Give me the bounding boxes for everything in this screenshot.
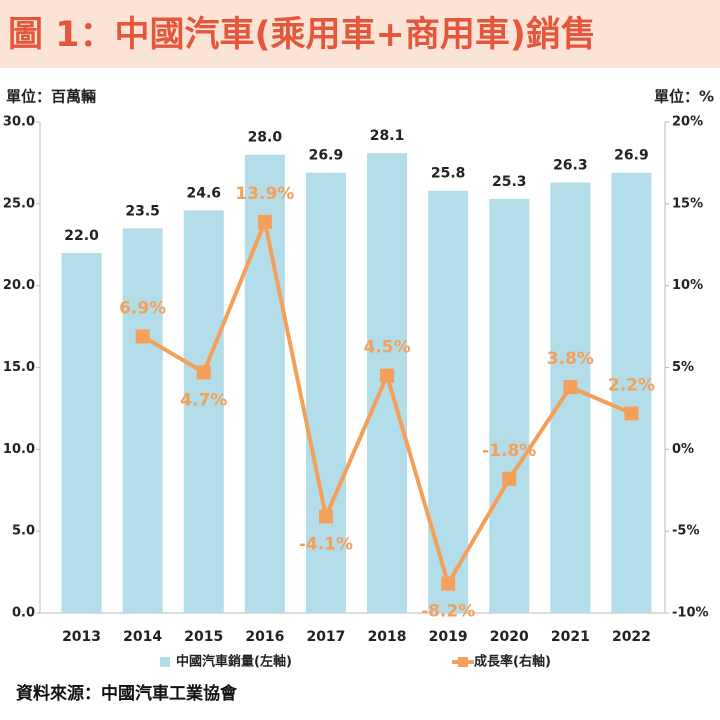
bar-value-label: 24.6	[186, 185, 221, 201]
bar	[367, 153, 408, 613]
source: 資料來源：中國汽車工業協會	[16, 683, 238, 704]
x-tick-label: 2022	[612, 629, 651, 645]
line-value-label: -1.8%	[482, 441, 536, 461]
chart-title: 圖 1：中國汽車(乘用車+商用車)銷售	[8, 15, 596, 55]
bar	[183, 210, 224, 613]
bar-value-label: 28.0	[248, 130, 283, 146]
legend-label: 成長率(右軸)	[474, 654, 551, 670]
x-tick-label: 2019	[429, 629, 468, 645]
bar-value-label: 28.1	[370, 128, 405, 144]
y-tick-label: 15.0	[3, 360, 35, 375]
line-marker	[624, 406, 639, 421]
bar-value-label: 26.3	[553, 158, 588, 174]
line-marker	[135, 329, 150, 344]
bar-value-label: 25.3	[492, 174, 527, 190]
title-banner	[0, 0, 720, 68]
bar-value-label: 25.8	[431, 166, 466, 182]
line-value-label: -4.1%	[299, 534, 353, 554]
bar-value-label: 23.5	[125, 203, 160, 219]
line-value-label: 6.9%	[119, 298, 166, 318]
y-tick-label: 25.0	[3, 196, 35, 211]
bar	[122, 228, 163, 613]
y2-unit: 單位：%	[654, 88, 714, 106]
y-tick-label: 20.0	[3, 278, 35, 293]
y2-tick-label: 20%	[672, 115, 703, 130]
line-value-label: 4.5%	[363, 338, 410, 358]
y2-tick-label: -10%	[672, 606, 709, 621]
y2-tick-label: 0%	[672, 442, 694, 457]
x-tick-label: 2014	[123, 629, 162, 645]
bar	[428, 190, 469, 614]
y2-tick-label: 10%	[672, 278, 703, 293]
line-marker	[257, 214, 272, 229]
line-marker	[196, 365, 211, 380]
x-tick-label: 2021	[551, 629, 590, 645]
x-tick-label: 2020	[490, 629, 529, 645]
bar	[305, 172, 346, 613]
line-value-label: 4.7%	[180, 390, 227, 410]
legend-swatch	[458, 657, 468, 667]
y-tick-label: 5.0	[12, 524, 35, 539]
x-tick-label: 2017	[306, 629, 345, 645]
y-tick-label: 0.0	[12, 606, 35, 621]
y-tick-label: 10.0	[3, 442, 35, 457]
x-tick-label: 2016	[245, 629, 284, 645]
line-marker	[563, 380, 578, 395]
bar	[611, 172, 652, 613]
x-tick-label: 2018	[368, 629, 407, 645]
y2-tick-label: -5%	[672, 524, 699, 539]
y2-tick-label: 15%	[672, 196, 703, 211]
line-value-label: 2.2%	[608, 375, 655, 395]
bar	[550, 182, 591, 613]
y-unit: 單位：百萬輛	[6, 88, 96, 106]
bar	[489, 198, 530, 613]
bar	[61, 252, 102, 613]
x-tick-label: 2015	[184, 629, 223, 645]
y-tick-label: 30.0	[3, 115, 35, 130]
line-value-label: 13.9%	[235, 184, 294, 204]
legend-label: 中國汽車銷量(左軸)	[176, 654, 292, 670]
bar-value-label: 26.9	[614, 148, 649, 164]
x-tick-label: 2013	[62, 629, 101, 645]
legend-swatch	[160, 657, 170, 667]
line-marker	[318, 509, 333, 524]
line-marker	[502, 471, 517, 486]
line-marker	[441, 576, 456, 591]
line-marker	[380, 368, 395, 383]
bar-value-label: 22.0	[64, 228, 99, 244]
y2-tick-label: 5%	[672, 360, 694, 375]
line-value-label: 3.8%	[547, 349, 594, 369]
line-value-label: -8.2%	[421, 602, 475, 622]
bar-value-label: 26.9	[309, 148, 344, 164]
